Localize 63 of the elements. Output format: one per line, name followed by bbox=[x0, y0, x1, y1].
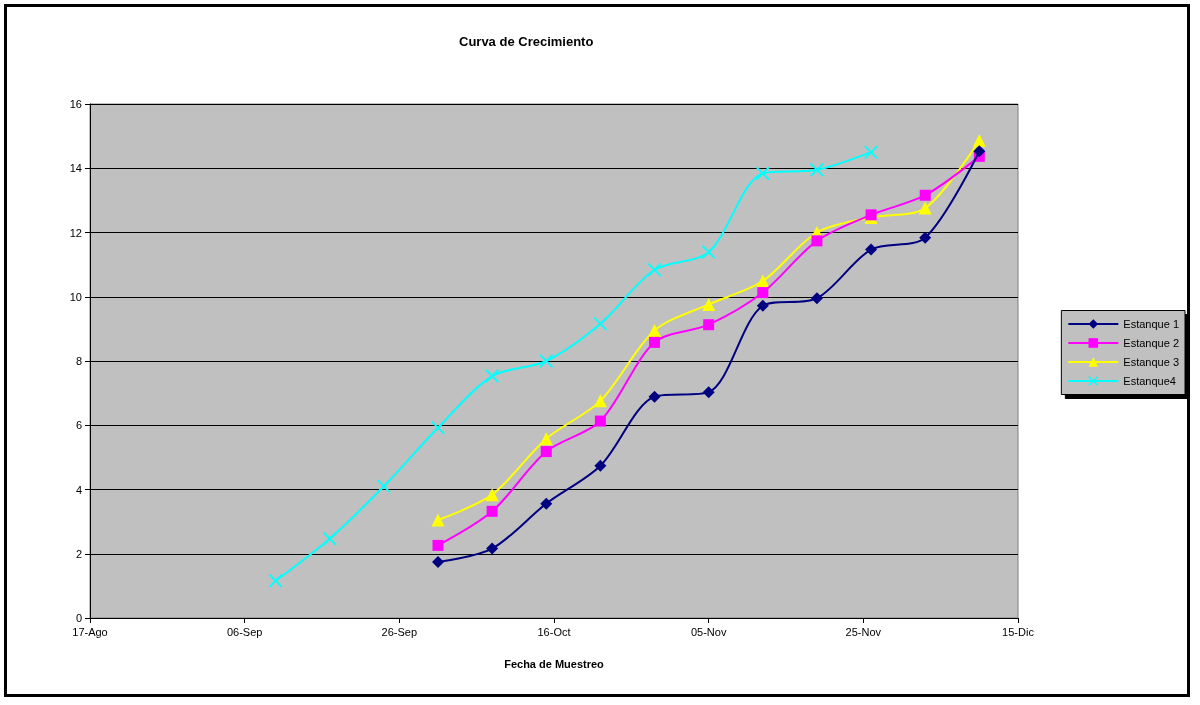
point bbox=[648, 323, 662, 337]
point bbox=[485, 369, 499, 383]
point bbox=[593, 394, 607, 408]
point bbox=[432, 539, 444, 551]
point bbox=[648, 390, 661, 403]
y-tick-label: 12 bbox=[69, 226, 82, 239]
x-tick-label: 05-Nov bbox=[690, 625, 727, 638]
legend-label: Estanque 1 bbox=[1123, 318, 1179, 330]
legend-label: Estanque 3 bbox=[1123, 356, 1179, 368]
y-tick-label: 6 bbox=[75, 419, 82, 432]
point bbox=[973, 145, 986, 158]
y-tick-label: 14 bbox=[69, 162, 82, 175]
x-axis-title: Fecha de Muestreo bbox=[504, 657, 605, 670]
point bbox=[593, 317, 607, 331]
point bbox=[594, 415, 606, 427]
point bbox=[810, 292, 823, 305]
x-tick-label: 26-Sep bbox=[381, 625, 418, 638]
point bbox=[757, 287, 769, 299]
y-tick-label: 10 bbox=[69, 290, 82, 303]
point bbox=[485, 488, 499, 502]
x-tick-label: 15-Dic bbox=[1002, 625, 1035, 638]
point bbox=[919, 189, 931, 201]
point bbox=[702, 245, 716, 259]
y-tick-label: 4 bbox=[75, 483, 82, 496]
point bbox=[756, 274, 770, 288]
chart-title: Curva de Crecimiento bbox=[459, 34, 594, 49]
x-tick-label: 16-Oct bbox=[537, 625, 571, 638]
point bbox=[918, 201, 932, 215]
point bbox=[377, 479, 391, 493]
y-tick-label: 16 bbox=[69, 98, 82, 110]
legend-label: Estanque 2 bbox=[1123, 337, 1179, 349]
point bbox=[540, 446, 552, 458]
point bbox=[649, 336, 661, 348]
point bbox=[865, 243, 878, 256]
point bbox=[810, 163, 824, 177]
point bbox=[539, 432, 553, 446]
point bbox=[972, 134, 986, 148]
x-tick-label: 17-Ago bbox=[72, 625, 108, 638]
point bbox=[539, 354, 553, 368]
point bbox=[431, 513, 445, 527]
point bbox=[919, 231, 932, 244]
point bbox=[648, 263, 662, 277]
point bbox=[756, 166, 770, 180]
point bbox=[432, 556, 444, 569]
point bbox=[864, 145, 878, 159]
point bbox=[486, 542, 499, 555]
point bbox=[594, 459, 607, 472]
point bbox=[486, 505, 498, 517]
legend-label: Estanque4 bbox=[1123, 375, 1176, 387]
point bbox=[702, 386, 715, 399]
point bbox=[323, 532, 337, 546]
point bbox=[811, 235, 823, 247]
point bbox=[269, 574, 283, 588]
point bbox=[703, 319, 715, 331]
x-tick-label: 06-Sep bbox=[226, 625, 263, 638]
y-tick-label: 2 bbox=[75, 547, 82, 560]
point bbox=[540, 497, 553, 510]
point bbox=[431, 421, 445, 435]
y-tick-label: 8 bbox=[75, 355, 82, 367]
y-tick-label: 0 bbox=[75, 612, 82, 624]
point bbox=[756, 299, 769, 312]
point bbox=[702, 297, 716, 311]
x-tick-label: 25-Nov bbox=[845, 625, 882, 638]
